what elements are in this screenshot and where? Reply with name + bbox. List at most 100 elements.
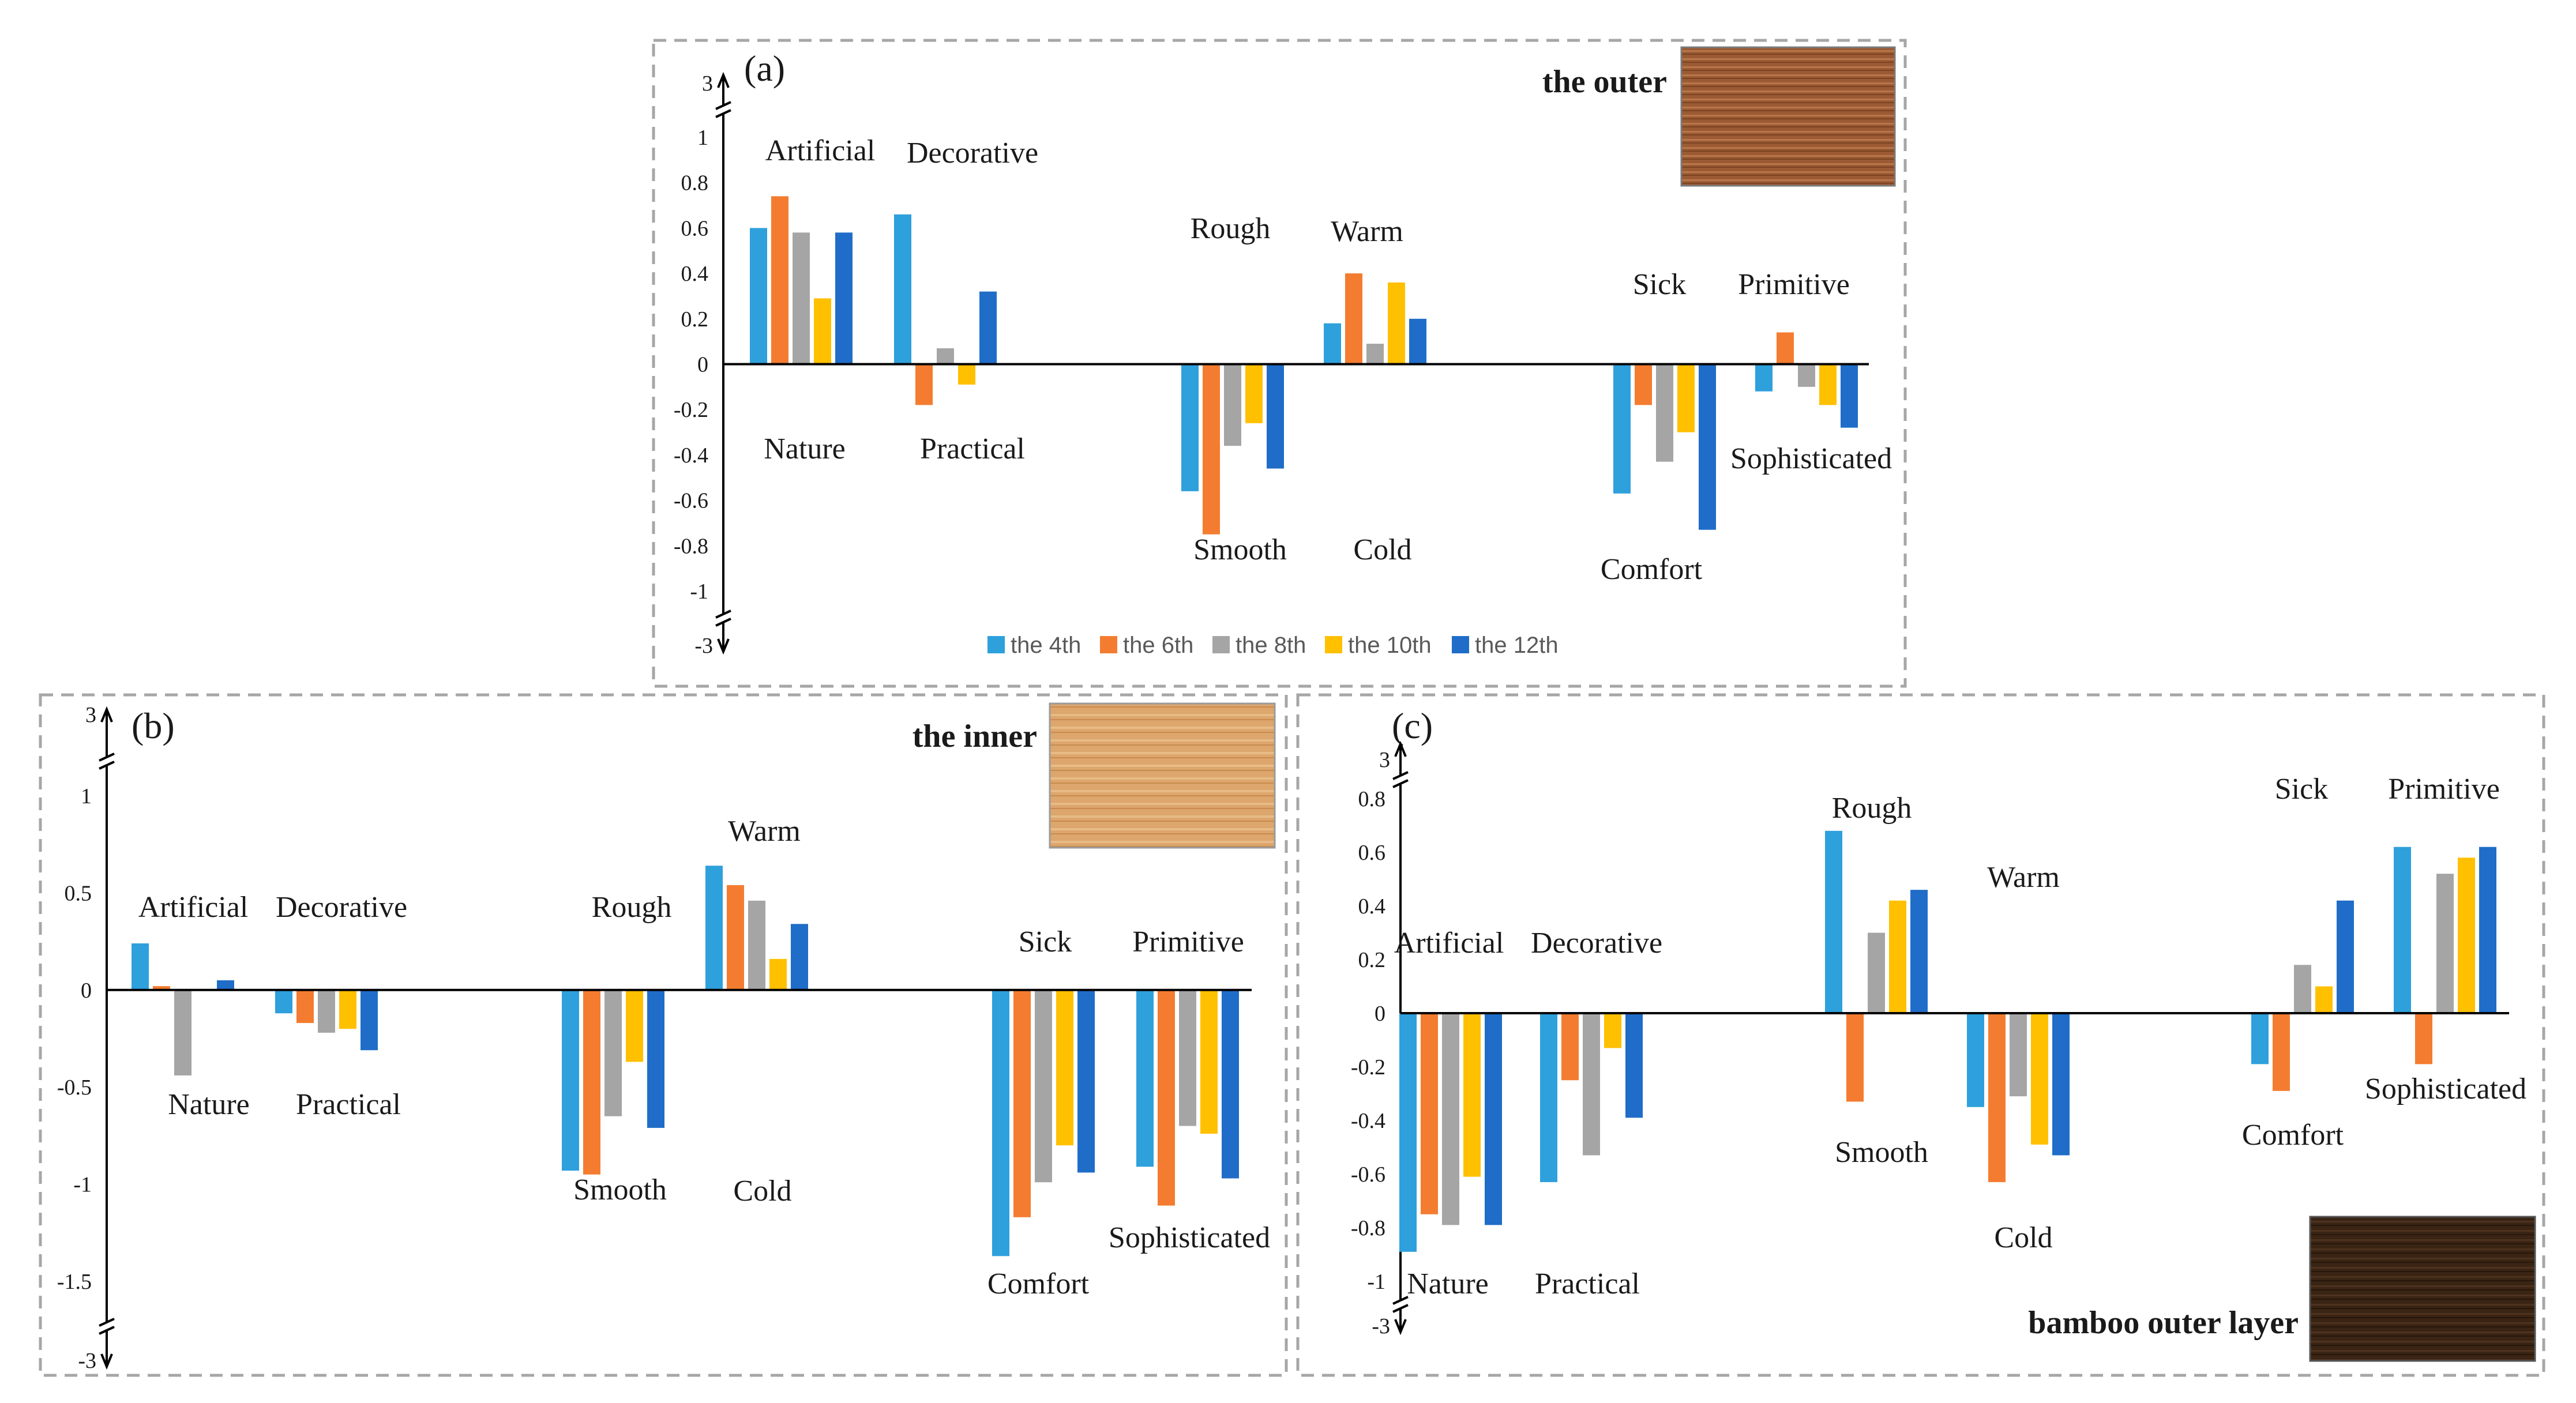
panel-a-frame (652, 39, 1907, 688)
panel-b-arrow-up-icon (100, 706, 113, 723)
panel-a-bar (1388, 282, 1405, 364)
panel-c-bar (1988, 1013, 2006, 1182)
panel-a-pole-lower-3: Smooth (1193, 533, 1287, 566)
panel-b-bar (153, 986, 170, 990)
panel-a-bar (979, 291, 997, 364)
panel-c-break-label-bottom: -3 (1372, 1314, 1390, 1338)
panel-b-bar (1013, 990, 1031, 1217)
panel-c-bar (1463, 1013, 1481, 1177)
panel-a-pole-upper-4: Warm (1331, 215, 1403, 248)
panel-c: (c) bamboo outer layer 3 -3 -1 -0.8 -0.6 -0.4… (1296, 693, 2545, 1377)
panel-a-pole-upper-5: Sick (1633, 268, 1686, 301)
panel-a-bar (915, 364, 933, 405)
panel-c-bar (2436, 874, 2454, 1013)
panel-b-pole-lower-3: Smooth (573, 1173, 667, 1206)
panel-c-ytick-label: 0.4 (1358, 894, 1386, 919)
panel-b-bars (107, 866, 1252, 1257)
panel-c-bar (1604, 1013, 1621, 1048)
panel-a-wood-photo (1680, 46, 1896, 187)
panel-b-pole-lower-1: Nature (168, 1088, 249, 1121)
panel-b-bar (1158, 990, 1175, 1206)
panel-a-bar (1203, 364, 1220, 535)
panel-a-axis-break-icon (715, 101, 731, 110)
panel-b-ytick-label: -1 (73, 1173, 92, 1197)
panel-b-axis-break-icon (99, 753, 115, 762)
panel-c-bar (2458, 857, 2475, 1013)
panel-c-bar (2415, 1013, 2432, 1065)
panel-b-category-labels: Artificial Decorative Rough Warm Sick Pr… (138, 815, 1270, 1300)
panel-b-bar (626, 990, 643, 1062)
panel-a-bar (793, 232, 810, 364)
panel-b-pole-lower-5: Comfort (987, 1267, 1090, 1300)
panel-a-ytick-label: 1 (697, 126, 708, 150)
panel-c-bar (1540, 1013, 1557, 1182)
panel-a-bar (1699, 364, 1716, 530)
panel-c-bar (2315, 986, 2333, 1013)
panel-c-bar (2479, 847, 2496, 1013)
panel-a-break-label-top: 3 (702, 72, 713, 96)
panel-c-bar (2294, 965, 2311, 1013)
legend-swatch-4th (987, 636, 1005, 653)
panel-c-bar (1399, 1013, 1417, 1252)
panel-b-bar (727, 885, 744, 990)
panel-a-ytick-label: 0.2 (681, 307, 709, 332)
panel-c-axis-break-icon (1392, 1304, 1409, 1313)
panel-b-pole-lower-6: Sophisticated (1109, 1221, 1270, 1254)
panel-c-bar (2052, 1013, 2070, 1156)
panel-c-bar (2031, 1013, 2048, 1145)
panel-c-ytick-label: -1 (1367, 1270, 1385, 1294)
panel-b-pole-upper-3: Rough (592, 891, 672, 924)
panel-c-bar (1910, 890, 1928, 1013)
panel-b-bar (1035, 990, 1052, 1183)
panel-b-ytick-label: 0.5 (65, 881, 92, 905)
panel-b-bar (562, 990, 579, 1171)
panel-b-wood-photo (1049, 702, 1276, 849)
panel-b-axis-break-icon (99, 1318, 115, 1327)
panel-b-break-label-top: 3 (85, 703, 96, 727)
panel-a-bar (1755, 364, 1773, 392)
panel-b-bar (705, 866, 723, 990)
panel-c-photo-label: bamboo outer layer (2028, 1305, 2299, 1341)
panel-c-ytick-label: 0.2 (1358, 948, 1386, 972)
panel-b-pole-lower-2: Practical (296, 1088, 401, 1121)
panel-c-bar (1583, 1013, 1600, 1156)
panel-a-ytick-label: 0.8 (681, 171, 709, 195)
panel-c-bars (1399, 830, 2509, 1252)
panel-b-ytick-label: 1 (81, 784, 92, 808)
panel-a-bar (1819, 364, 1837, 405)
panel-a-ytick-label: -0.6 (674, 489, 708, 513)
panel-b-bar (647, 990, 664, 1128)
panel-a-axis-break-icon (715, 109, 731, 118)
panel-c-pole-lower-6: Sophisticated (2365, 1073, 2526, 1105)
panel-a-break-label-bottom: -3 (694, 634, 713, 658)
panel-c-bar (1442, 1013, 1459, 1225)
panel-a-bar (937, 348, 954, 364)
panel-a-pole-upper-1: Artificial (765, 134, 876, 167)
panel-c-bar (1485, 1013, 1502, 1225)
panel-a-ytick-label: -0.8 (674, 534, 708, 558)
panel-a-pole-lower-5: Comfort (1601, 553, 1703, 586)
panel-b-pole-upper-1: Artificial (138, 891, 249, 924)
panel-c-break-label-top: 3 (1379, 748, 1390, 772)
panel-c-arrow-down-icon (1394, 1319, 1407, 1336)
legend-swatch-6th (1100, 636, 1117, 653)
panel-c-frame (1296, 693, 2545, 1377)
panel-a-ytick-label: 0.6 (681, 216, 709, 240)
panel-c-bar (2251, 1013, 2269, 1065)
panel-a-bar (1245, 364, 1263, 423)
panel-c-pole-lower-1: Nature (1407, 1267, 1488, 1300)
panel-c-ytick-label: -0.2 (1351, 1055, 1385, 1079)
panel-c-category-labels: Artificial Decorative Rough Warm Sick Pr… (1394, 773, 2526, 1300)
panel-c-arrow-up-icon (1394, 740, 1407, 757)
panel-b-bar (217, 980, 234, 990)
panel-a-arrow-up-icon (717, 72, 730, 88)
panel-b-arrow-down-icon (100, 1353, 113, 1370)
panel-b-ytick-label: -0.5 (57, 1075, 92, 1100)
panel-b-pole-upper-2: Decorative (276, 891, 407, 924)
panel-c-pole-upper-4: Warm (1987, 861, 2060, 894)
panel-b-bar (1136, 990, 1154, 1167)
panel-c-pole-lower-5: Comfort (2242, 1119, 2344, 1152)
panel-b-pole-upper-5: Sick (1019, 926, 1072, 958)
panel-c-axis-break-icon (1392, 771, 1409, 780)
panel-a-bar (814, 298, 831, 364)
